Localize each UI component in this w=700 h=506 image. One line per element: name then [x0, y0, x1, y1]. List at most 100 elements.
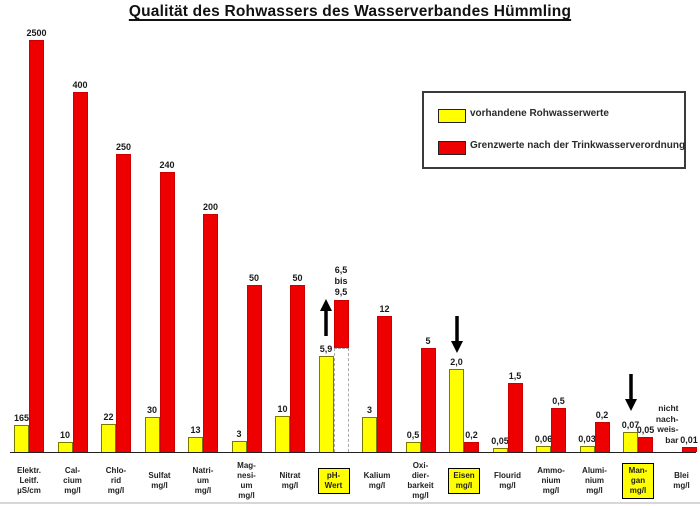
limit-bar [290, 285, 305, 452]
ph-range-red-segment [333, 300, 349, 348]
limit-value-label: 240 [159, 160, 175, 170]
limit-bar [638, 437, 653, 452]
raw-value-label: 165 [13, 413, 30, 423]
category-label-line: Oxi- [412, 461, 429, 470]
raw-bar [536, 446, 551, 452]
category-label: Nitrat mg/l [262, 461, 318, 501]
category-label-line: rid [110, 476, 122, 485]
raw-bar [231, 441, 247, 452]
limit-value-label: 400 [72, 80, 88, 90]
raw-value-label: 2,0 [450, 357, 463, 367]
category-label-highlight-box: pH- Wert [317, 468, 350, 494]
category-label-line: Sulfat [148, 471, 171, 480]
category-label-text: Nitrat mg/l [280, 471, 301, 491]
category-label: Oxi-dier-barkeit mg/l [393, 461, 449, 501]
limit-bar [29, 40, 44, 452]
category-label-text: Cal-cium mg/l [63, 466, 82, 496]
limit-bar [159, 172, 175, 452]
category-label-line: Blei [674, 471, 689, 480]
raw-value-label: 0,5 [406, 430, 420, 440]
category-label-line: um [240, 481, 253, 490]
limit-bar [594, 422, 610, 452]
category-label-line: Eisen [453, 471, 475, 480]
legend-label-raw: vorhandene Rohwasserwerte [470, 108, 609, 119]
category-label-line: mg/l [455, 481, 473, 490]
limit-label-line: 9,5 [334, 287, 348, 297]
category-label-highlight-box: Man-gan mg/l [622, 463, 654, 499]
category-label-line: nesi- [237, 471, 256, 480]
raw-value-label: 3 [366, 405, 373, 415]
legend-row-raw: vorhandene Rohwasserwerte [424, 107, 684, 125]
raw-bar [101, 424, 116, 452]
note-line: nach- [655, 413, 679, 424]
category-label-text: Ammo-nium mg/l [537, 466, 565, 496]
category-label: Natri-um mg/l [175, 461, 231, 501]
up-arrow-icon [318, 298, 334, 338]
category-label: Blei mg/l [654, 461, 700, 501]
category-label-text: Elektr. Leitf. µS/cm [17, 466, 41, 496]
category-label: Mag-nesi-um mg/l [219, 461, 275, 501]
raw-value-label: 10 [277, 404, 288, 414]
chart-title: Qualität des Rohwassers des Wasserverban… [128, 3, 572, 20]
raw-value-label: 13 [190, 425, 201, 435]
raw-bar [144, 417, 160, 452]
raw-value-label: 22 [103, 412, 114, 422]
limit-value-label: 0,2 [595, 410, 609, 420]
category-label-line: cium [63, 476, 82, 485]
category-label-line: mg/l [629, 486, 647, 495]
category-label-line: nium [541, 476, 561, 485]
limit-value-label: 2500 [26, 28, 47, 38]
limit-bar [681, 447, 697, 452]
category-label-line: pH- [326, 471, 341, 480]
category-label-line: Man- [628, 466, 648, 475]
limit-value-label: 50 [248, 273, 260, 283]
raw-value-label: 10 [59, 430, 71, 440]
raw-bar [318, 356, 334, 452]
note-line: bar [665, 434, 679, 445]
category-label-text: Mag-nesi-um mg/l [237, 461, 256, 501]
limit-bar [464, 442, 479, 452]
category-label: Eisen mg/l [436, 461, 492, 501]
category-label-line: Kalium [363, 471, 391, 480]
limit-value-label: 0,2 [465, 430, 478, 440]
legend-swatch-limit [438, 141, 466, 155]
category-label-line: Nitrat [279, 471, 301, 480]
category-label: Ammo-nium mg/l [523, 461, 579, 501]
category-label-line: mg/l [542, 486, 560, 495]
note-line: weis- [657, 424, 679, 434]
raw-value-label: 0,07 [621, 420, 640, 430]
limit-value-label: 0,01 [680, 435, 698, 445]
category-label-line: mg/l [107, 486, 125, 495]
limit-value-label: 50 [292, 273, 303, 283]
legend-row-limit: Grenzwerte nach der Trinkwasserverordnun… [424, 139, 685, 157]
category-label-line: Natri- [192, 466, 214, 475]
category-label-text: Oxi-dier-barkeit mg/l [407, 461, 433, 501]
page-bottom-rule [0, 502, 700, 504]
category-label-line: mg/l [586, 486, 603, 495]
raw-bar [492, 448, 508, 452]
legend-swatch-raw [438, 109, 466, 123]
raw-value-label: 5,9 [319, 344, 333, 354]
limit-bar [377, 316, 392, 452]
limit-bar [551, 408, 566, 452]
limit-value-label: 12 [379, 304, 390, 314]
category-label-line: Cal- [64, 466, 81, 475]
limit-bar [420, 348, 436, 452]
category-label-line: mg/l [368, 481, 386, 490]
category-label-text: Natri-um mg/l [193, 466, 214, 496]
raw-value-label: 30 [146, 405, 158, 415]
category-label: Chlo-rid mg/l [88, 461, 144, 501]
raw-bar [188, 437, 203, 452]
category-label: Elektr. Leitf. µS/cm [1, 461, 57, 501]
category-label-line: Flourid [493, 471, 522, 480]
category-label-line: Leitf. [19, 476, 39, 485]
category-label: Flourid mg/l [480, 461, 536, 501]
category-label-line: dier- [411, 471, 430, 480]
category-label-line: Chlo- [105, 466, 127, 475]
category-label-line: mg/l [64, 486, 81, 495]
raw-bar [362, 417, 377, 452]
raw-bar [14, 425, 29, 452]
raw-bar [623, 432, 638, 452]
category-label-line: Mag- [237, 461, 256, 470]
raw-bar [579, 446, 595, 452]
